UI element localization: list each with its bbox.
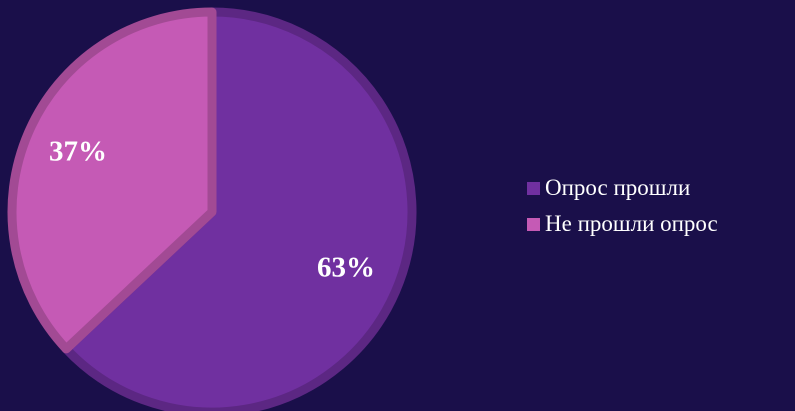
legend-swatch-passed — [527, 181, 540, 195]
pie-slice-not-passed — [7, 7, 217, 354]
legend-label-not-passed: Не прошли опрос — [545, 211, 718, 236]
legend-item-not-passed: Не прошли опрос — [527, 206, 718, 242]
slice-label-passed: 63% — [317, 252, 375, 284]
legend-label-passed: Опрос прошли — [545, 175, 691, 200]
legend-item-passed: Опрос прошли — [527, 170, 718, 206]
pie-slice-passed — [61, 7, 417, 411]
legend-swatch-not-passed — [527, 217, 540, 231]
slice-label-not-passed: 37% — [49, 136, 107, 168]
legend: Опрос прошли Не прошли опрос — [527, 170, 718, 242]
